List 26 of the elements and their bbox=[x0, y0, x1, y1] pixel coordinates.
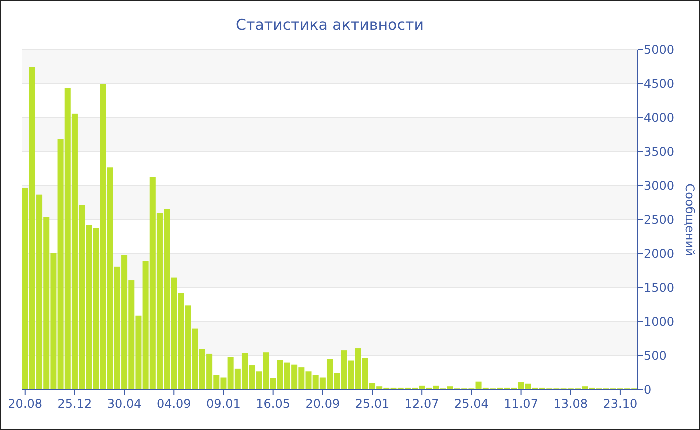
x-tick-label: 25.01 bbox=[355, 397, 390, 411]
y-tick-label: 1000 bbox=[644, 315, 675, 329]
y-tick-label: 2000 bbox=[644, 247, 675, 261]
x-tick-label: 20.08 bbox=[8, 397, 43, 411]
x-tick-label: 04.09 bbox=[156, 397, 192, 411]
y-tick-label: 4000 bbox=[644, 111, 675, 125]
x-tick-label: 16.05 bbox=[256, 397, 291, 411]
y-tick-label: 2500 bbox=[644, 213, 675, 227]
x-tick-label: 11.07 bbox=[504, 397, 538, 411]
y-tick-label: 500 bbox=[644, 349, 667, 363]
x-tick-label: 09.01 bbox=[206, 397, 241, 411]
x-tick-label: 25.04 bbox=[454, 397, 489, 411]
x-tick-label: 13.08 bbox=[554, 397, 588, 411]
x-tick-label: 20.09 bbox=[306, 397, 340, 411]
x-tick-label: 23.10 bbox=[603, 397, 638, 411]
y-tick-label: 4500 bbox=[644, 77, 675, 91]
y-axis-title: Сообщений bbox=[683, 184, 697, 256]
y-tick-label: 1500 bbox=[644, 281, 675, 295]
y-tick-label: 0 bbox=[644, 383, 652, 397]
y-tick-label: 5000 bbox=[644, 43, 675, 57]
x-tick-label: 25.12 bbox=[58, 397, 92, 411]
y-tick-label: 3500 bbox=[644, 145, 675, 159]
y-tick-label: 3000 bbox=[644, 179, 675, 193]
x-tick-label: 12.07 bbox=[404, 397, 440, 411]
x-tick-label: 30.04 bbox=[107, 397, 142, 411]
chart-title: Статистика активности bbox=[236, 16, 424, 34]
